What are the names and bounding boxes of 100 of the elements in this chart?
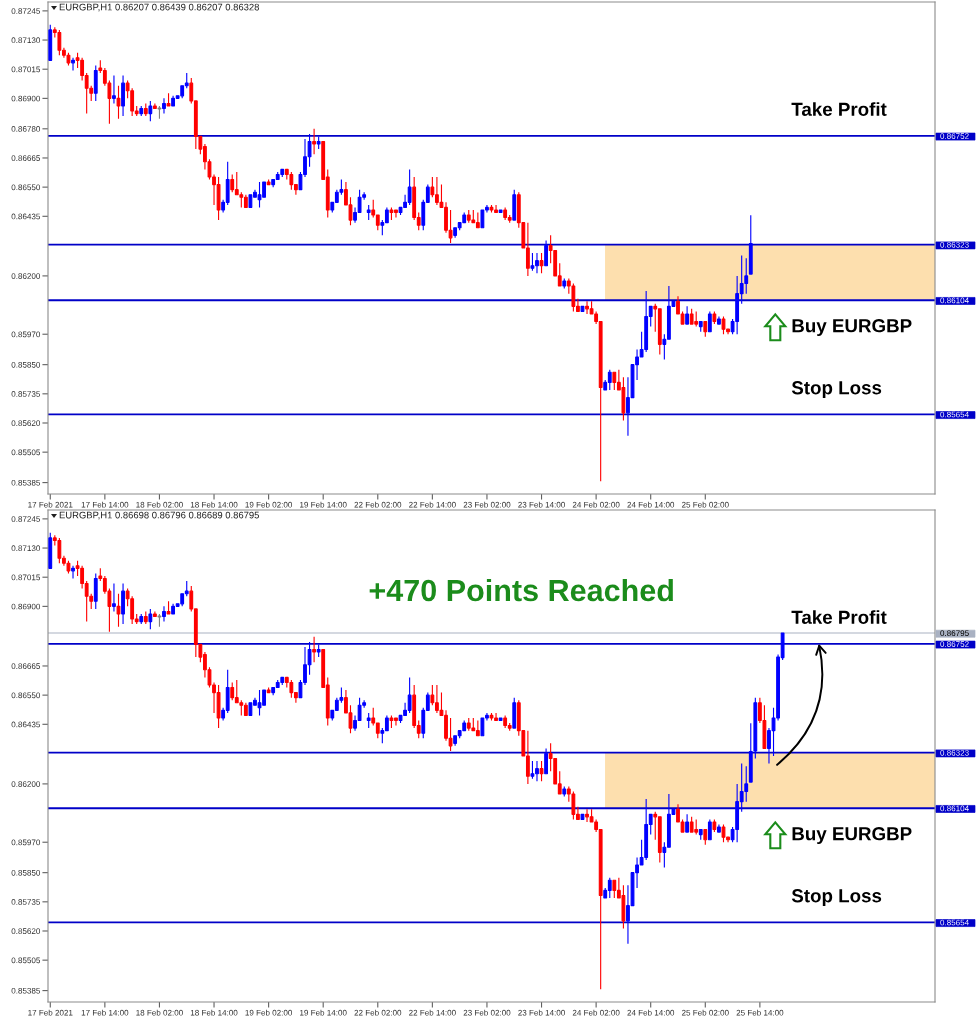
- annotation: +470 Points Reached: [369, 578, 673, 602]
- candlestick: [216, 684, 221, 729]
- candlestick: [57, 29, 62, 56]
- candlestick: [471, 209, 476, 224]
- y-tick-label: 0.86435: [11, 721, 41, 728]
- x-tick-label: 23 Feb 14:00: [518, 1009, 565, 1016]
- candlestick: [257, 689, 262, 716]
- candlestick: [544, 239, 549, 267]
- chart-title: EURGBP,H1 0.86698 0.86796 0.86689 0.86795: [59, 511, 260, 520]
- x-tick-label: 23 Feb 14:00: [518, 501, 565, 508]
- candlestick: [580, 813, 585, 820]
- candlestick: [157, 613, 162, 628]
- candlestick: [612, 371, 617, 391]
- x-tick-label: 19 Feb 02:00: [245, 501, 293, 508]
- y-tick-label: 0.85970: [11, 839, 41, 846]
- x-tick-label: 18 Feb 02:00: [136, 501, 183, 508]
- y-tick-label: 0.87130: [11, 545, 41, 552]
- candlestick: [657, 308, 662, 356]
- x-tick-label: 19 Feb 14:00: [300, 1009, 347, 1016]
- candlestick: [525, 730, 530, 785]
- candlestick: [289, 679, 294, 699]
- candlestick: [148, 100, 153, 122]
- y-tick-label: 0.87015: [11, 574, 41, 581]
- x-tick-label: 22 Feb 14:00: [409, 501, 456, 508]
- y-tick-label: 0.86550: [11, 184, 41, 191]
- candlestick: [466, 717, 471, 732]
- candlestick: [707, 818, 712, 841]
- candlestick: [475, 211, 480, 229]
- x-tick-label: 24 Feb 14:00: [627, 1009, 675, 1016]
- candlestick: [216, 176, 221, 221]
- candlestick: [580, 305, 585, 312]
- y-tick-label: 0.86900: [11, 603, 41, 610]
- ref-line-label: 0.86323: [940, 242, 969, 248]
- candlestick: [266, 178, 271, 186]
- candlestick: [148, 608, 153, 630]
- ref-line-label: 0.85654: [940, 411, 969, 418]
- ref-line-label: 0.86795: [940, 630, 969, 636]
- x-tick-label: 24 Feb 02:00: [572, 1009, 620, 1016]
- y-tick-label: 0.85620: [11, 928, 41, 934]
- candlestick: [389, 714, 394, 729]
- candlestick: [694, 310, 699, 328]
- x-tick-label: 17 Feb 14:00: [81, 1009, 129, 1016]
- y-tick-label: 0.87245: [11, 516, 41, 522]
- x-tick-label: 18 Feb 14:00: [190, 1009, 238, 1016]
- candlestick: [512, 189, 517, 221]
- candlestick: [157, 105, 162, 120]
- candlestick: [121, 582, 125, 625]
- candlestick: [689, 308, 694, 325]
- x-tick-label: 17 Feb 2021: [28, 501, 73, 508]
- candlestick: [139, 105, 144, 117]
- candlestick: [407, 676, 412, 714]
- candlestick: [489, 204, 494, 214]
- x-tick-label: 19 Feb 14:00: [300, 501, 347, 508]
- candlestick: [434, 684, 439, 714]
- x-tick-label: 25 Feb 14:00: [736, 1009, 784, 1016]
- ref-line-label: 0.86104: [940, 297, 969, 304]
- y-tick-label: 0.86665: [11, 663, 41, 669]
- candlestick: [316, 135, 321, 150]
- candlestick: [248, 702, 253, 716]
- y-tick-label: 0.86200: [11, 273, 41, 279]
- candlestick: [116, 593, 121, 628]
- candlestick: [121, 74, 125, 117]
- x-tick-label: 24 Feb 14:00: [627, 501, 675, 508]
- y-tick-label: 0.85850: [11, 869, 41, 876]
- ref-line-label: 0.86752: [940, 133, 969, 139]
- candlestick: [162, 605, 166, 623]
- y-tick-label: 0.86900: [11, 95, 41, 102]
- y-tick-label: 0.86780: [11, 126, 41, 132]
- y-tick-label: 0.87015: [11, 66, 41, 73]
- candlestick: [71, 565, 75, 580]
- candlestick: [512, 697, 517, 729]
- x-tick-label: 23 Feb 02:00: [463, 1009, 511, 1016]
- candlestick: [530, 760, 535, 780]
- candlestick: [152, 610, 157, 618]
- candlestick: [539, 252, 544, 274]
- candlestick: [66, 52, 71, 66]
- candlestick: [698, 320, 703, 333]
- candlestick: [71, 57, 75, 72]
- y-tick-label: 0.85970: [11, 331, 41, 338]
- x-tick-label: 22 Feb 14:00: [409, 1009, 456, 1016]
- candlestick: [243, 702, 248, 716]
- candlestick: [685, 813, 690, 833]
- candlestick: [544, 747, 549, 775]
- candlestick: [257, 181, 262, 208]
- ref-line-label: 0.86104: [940, 805, 969, 812]
- candlestick: [657, 816, 662, 864]
- candlestick: [152, 102, 157, 110]
- candlestick: [571, 790, 576, 820]
- candlestick: [571, 282, 576, 312]
- candlestick: [503, 714, 508, 729]
- x-tick-label: 25 Feb 02:00: [681, 1009, 729, 1016]
- annotation: Take Profit: [791, 610, 887, 624]
- candlestick: [366, 712, 371, 729]
- candlestick: [316, 643, 321, 658]
- annotation: Stop Loss: [791, 889, 882, 907]
- candlestick: [289, 171, 294, 191]
- candlestick: [48, 532, 53, 569]
- x-tick-label: 25 Feb 02:00: [681, 501, 729, 508]
- candlestick: [721, 823, 726, 843]
- candlestick: [407, 168, 412, 206]
